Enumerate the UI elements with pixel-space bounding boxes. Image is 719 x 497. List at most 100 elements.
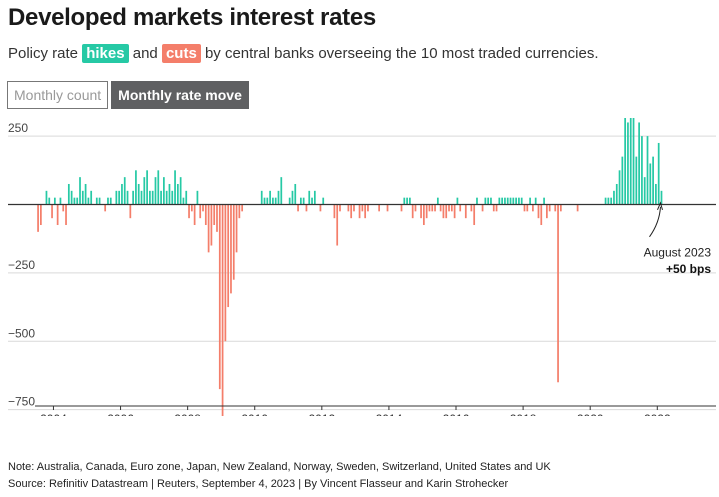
bar (76, 197, 79, 205)
bar (160, 190, 162, 205)
bar (230, 204, 232, 294)
bar (179, 177, 182, 205)
bar (470, 204, 473, 212)
bar (378, 204, 381, 212)
bar (484, 197, 487, 205)
bar (62, 204, 65, 212)
monthly-rate-move-button[interactable]: Monthly rate move (111, 81, 249, 109)
y-tick-label: 250 (8, 121, 28, 135)
bar (411, 204, 414, 219)
chart-subtitle: Policy rate hikes and cuts by central ba… (8, 44, 599, 63)
annotation-arrow (649, 206, 661, 238)
bar (367, 204, 369, 212)
bar (87, 197, 90, 205)
bar (386, 204, 389, 212)
bar (53, 197, 56, 205)
bar (520, 197, 523, 205)
bar (67, 183, 70, 205)
bar (163, 177, 165, 205)
bar (221, 204, 224, 416)
bar (358, 204, 361, 219)
bar (48, 197, 51, 205)
bar (649, 163, 652, 205)
bar (607, 197, 610, 205)
bar (171, 190, 174, 205)
bar (621, 156, 624, 205)
bar (302, 197, 305, 205)
subtitle-prefix: Policy rate (8, 45, 83, 62)
bar (420, 204, 422, 219)
bar (193, 204, 196, 226)
bar (140, 190, 143, 205)
bar (361, 204, 364, 212)
rate-move-chart: 500250−250−500−750−1,000 200420062008201… (8, 118, 716, 416)
bar (311, 197, 313, 205)
bar (190, 204, 193, 212)
bar (436, 197, 439, 205)
bar (218, 204, 221, 390)
chart-title: Developed markets interest rates (8, 4, 376, 31)
bar (280, 177, 283, 205)
bar (448, 204, 450, 212)
bar (473, 204, 476, 226)
bar (185, 190, 188, 205)
bar (554, 204, 557, 212)
footer-source: Source: Refinitiv Datastream | Reuters, … (8, 478, 509, 490)
bar (213, 204, 216, 226)
bar (353, 204, 355, 212)
bar (350, 204, 353, 219)
bar (506, 197, 509, 205)
bar (291, 190, 294, 205)
bar (646, 136, 649, 205)
bar (487, 197, 490, 205)
bar (629, 118, 632, 205)
hikes-legend-chip: hikes (82, 44, 129, 63)
bar (523, 204, 526, 212)
bar (490, 197, 492, 205)
bar (610, 197, 613, 205)
bar (95, 197, 98, 205)
bar (90, 190, 93, 205)
x-tick-label: 2012 (308, 412, 335, 416)
x-tick-label: 2010 (241, 412, 268, 416)
bar (182, 197, 185, 205)
bar (428, 204, 431, 212)
bar (624, 118, 627, 205)
bar (529, 197, 531, 205)
cuts-legend-chip: cuts (161, 44, 201, 63)
bar (204, 204, 207, 226)
bar (308, 190, 311, 205)
x-tick-label: 2018 (510, 412, 537, 416)
bar (313, 190, 316, 205)
bar (495, 204, 498, 212)
x-tick-label: 2006 (107, 412, 134, 416)
bar (537, 204, 540, 219)
bar (107, 197, 109, 205)
y-tick-label: −500 (8, 326, 35, 340)
bar (202, 204, 204, 212)
bar (168, 183, 171, 205)
x-tick-label: 2022 (644, 412, 671, 416)
bar (422, 204, 425, 226)
bar (336, 204, 339, 246)
bar (450, 204, 453, 212)
y-axis-labels: 500250−250−500−750−1,000 (8, 121, 35, 409)
bar (207, 204, 210, 253)
monthly-count-button[interactable]: Monthly count (7, 81, 109, 109)
bar (288, 197, 291, 205)
bar (400, 204, 403, 212)
bar (406, 197, 408, 205)
bar (481, 204, 484, 212)
bar (272, 197, 274, 205)
bar (641, 136, 643, 205)
bar (165, 190, 168, 205)
bar (504, 197, 506, 205)
bar (543, 197, 545, 205)
bar (576, 204, 579, 212)
bar (409, 197, 411, 205)
bar (129, 204, 132, 219)
annotation-date: August 2023 (644, 245, 712, 259)
bar (534, 197, 537, 205)
bar (45, 190, 48, 205)
bar (137, 183, 140, 205)
